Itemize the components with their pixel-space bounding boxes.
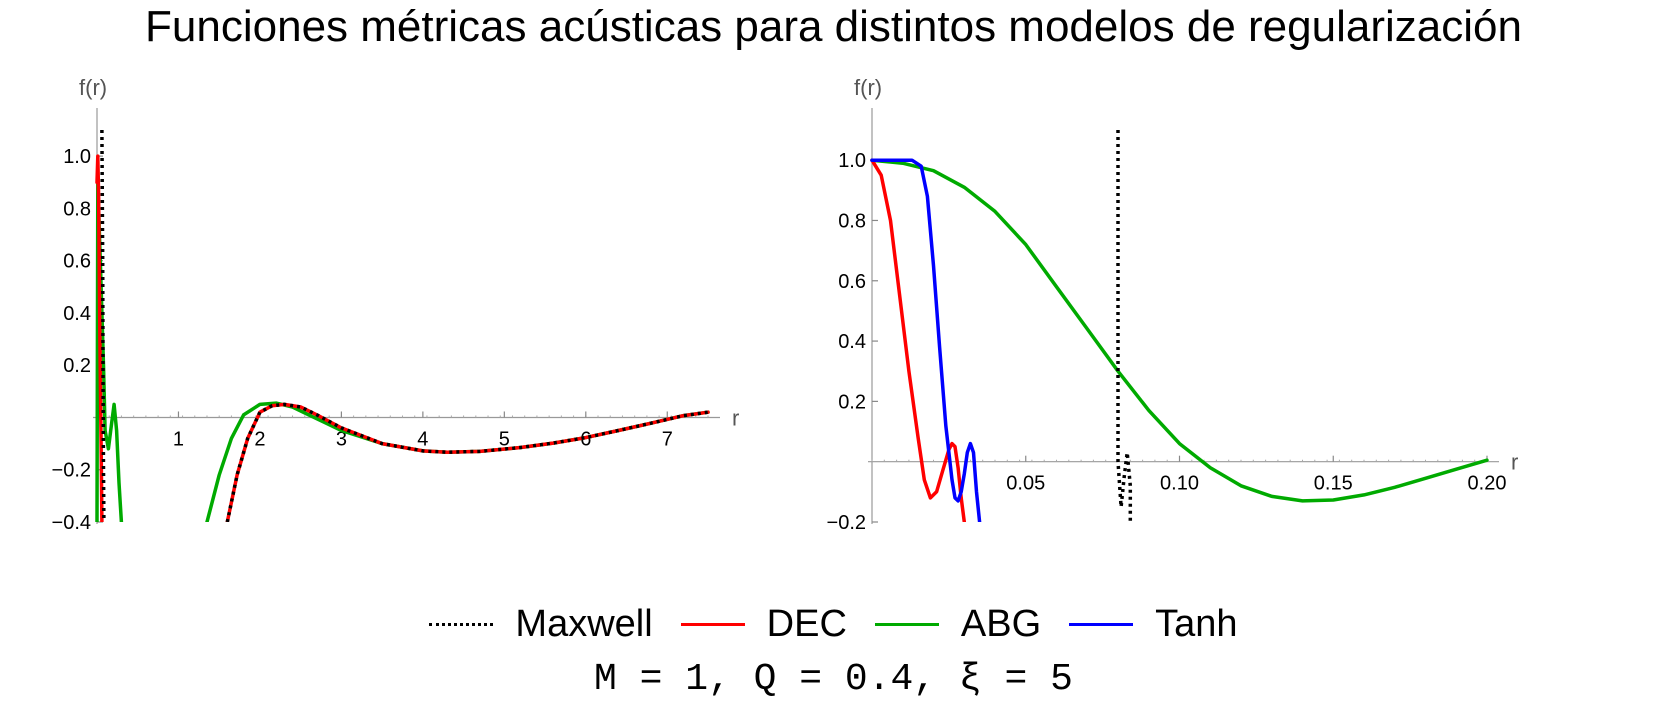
chart-title: Funciones métricas acústicas para distin… [145, 2, 1522, 51]
y-tick-label-left: −0.2 [52, 460, 91, 482]
y-tick-label-right: 0.8 [838, 210, 866, 232]
legend-item-abg: ABG [874, 603, 1042, 646]
x-tick-label-left: 1 [173, 428, 184, 450]
x-axis-label-left: r [732, 405, 739, 430]
legend-label-dec: DEC [766, 603, 847, 645]
y-tick-label-right: 0.6 [838, 271, 866, 293]
x-tick-label-left: 7 [662, 428, 673, 450]
series-line-maxwell-right [1116, 130, 1133, 522]
series-line-maxwell-left [225, 402, 709, 522]
legend-swatch-abg [874, 623, 939, 626]
x-tick-label-right: 0.10 [1160, 473, 1199, 495]
series-line-dec-left [95, 154, 104, 522]
x-tick-label-left: 5 [499, 428, 510, 450]
y-tick-label-left: 0.6 [63, 251, 91, 273]
legend-item-tanh: Tanh [1069, 603, 1238, 646]
parameters-text: M = 1, Q = 0.4, ξ = 5 [594, 658, 1073, 701]
x-tick-label-left: 4 [417, 428, 428, 450]
x-tick-label-right: 0.15 [1314, 473, 1353, 495]
x-tick-label-left: 2 [254, 428, 265, 450]
x-tick-label-left: 3 [336, 428, 347, 450]
x-tick-label-left: 6 [580, 428, 591, 450]
legend-label-abg: ABG [960, 603, 1042, 645]
legend-swatch-maxwell [429, 623, 494, 626]
x-tick-label-right: 0.05 [1006, 473, 1045, 495]
x-tick-label-right: 0.20 [1468, 473, 1507, 495]
y-tick-label-left: 0.2 [63, 355, 91, 377]
y-tick-label-right: 1.0 [838, 150, 866, 172]
series-line-dec-right [870, 158, 967, 522]
series-line-tanh-right [870, 158, 982, 522]
legend-item-dec: DEC [680, 603, 847, 646]
y-axis-label-left: f(r) [79, 75, 107, 100]
legend-label-maxwell: Maxwell [515, 603, 653, 645]
legend-swatch-tanh [1069, 623, 1134, 626]
y-tick-label-right: 0.4 [838, 331, 866, 353]
series-line-maxwell-left [100, 129, 106, 522]
series-line-abg-right [870, 158, 1489, 503]
legend-item-maxwell: Maxwell [429, 603, 653, 646]
y-tick-label-left: 1.0 [63, 146, 91, 168]
y-axis-label-right: f(r) [854, 75, 882, 100]
y-tick-label-left: −0.4 [52, 512, 91, 534]
x-axis-label-right: r [1511, 450, 1518, 475]
y-tick-label-right: −0.2 [827, 512, 866, 534]
legend-label-tanh: Tanh [1155, 603, 1238, 645]
legend-swatch-dec [680, 623, 745, 626]
chart-legend: Maxwell DEC ABG Tanh [0, 603, 1667, 646]
y-tick-label-left: 0.4 [63, 303, 91, 325]
y-tick-label-left: 0.8 [63, 198, 91, 220]
y-tick-label-right: 0.2 [838, 391, 866, 413]
